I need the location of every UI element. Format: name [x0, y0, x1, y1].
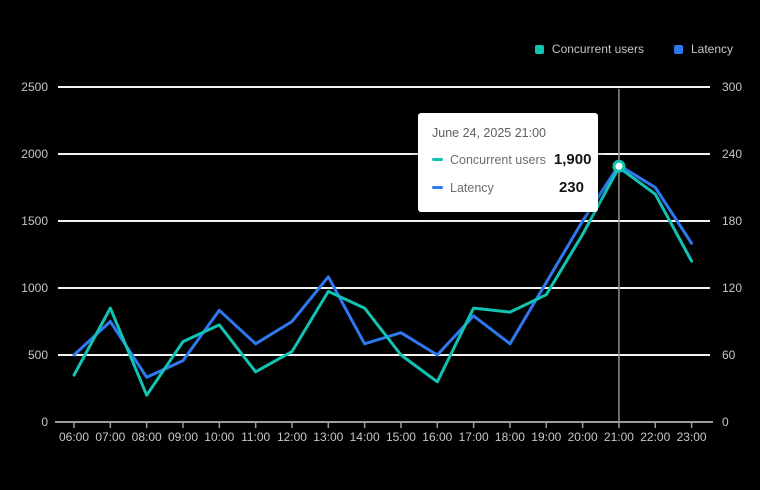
series-line-concurrent-users[interactable] — [72, 165, 694, 397]
x-axis-tick-label: 13:00 — [313, 430, 343, 444]
concurrent-users-dash-icon — [432, 158, 443, 161]
x-axis-tick-label: 12:00 — [277, 430, 307, 444]
tooltip-series-value: 230 — [558, 179, 584, 196]
series-line-latency[interactable] — [72, 163, 694, 379]
highlight-point-marker[interactable] — [612, 159, 626, 173]
y-axis-left-tick-label: 0 — [41, 415, 48, 429]
x-axis-tick-label: 18:00 — [495, 430, 525, 444]
y-axis-left-tick-label: 500 — [28, 348, 48, 362]
x-axis-tick-label: 15:00 — [386, 430, 416, 444]
legend: Concurrent users Latency — [534, 42, 733, 56]
x-axis-tick-label: 21:00 — [604, 430, 634, 444]
latency-swatch-icon — [673, 44, 683, 54]
x-axis-tick-label: 16:00 — [422, 430, 452, 444]
x-axis-tick-label: 17:00 — [459, 430, 489, 444]
tooltip-series-label: Concurrent users — [450, 152, 546, 167]
x-axis-tick-label: 23:00 — [677, 430, 707, 444]
x-axis-tick-label: 10:00 — [204, 430, 234, 444]
legend-item-concurrent-users[interactable]: Concurrent users — [534, 42, 644, 56]
y-axis-right-tick-label: 0 — [722, 415, 729, 429]
legend-item-label: Concurrent users — [551, 42, 644, 56]
tooltip-series-value: 1,900 — [553, 151, 592, 168]
y-axis-right-tick-label: 240 — [722, 147, 742, 161]
x-axis-tick-label: 08:00 — [132, 430, 162, 444]
y-axis-right-tick-label: 60 — [722, 348, 736, 362]
concurrent-users-swatch-icon — [534, 44, 544, 54]
y-axis-left-tick-label: 2000 — [21, 147, 48, 161]
latency-dash-icon — [432, 186, 443, 189]
x-axis-tick-label: 22:00 — [640, 430, 670, 444]
x-axis-tick-label: 14:00 — [350, 430, 380, 444]
y-axis-left-tick-label: 1500 — [21, 214, 48, 228]
y-axis-left-tick-label: 1000 — [21, 281, 48, 295]
chart-tooltip: June 24, 2025 21:00 Concurrent users 1,9… — [418, 113, 598, 212]
tooltip-row-latency: Latency 230 — [432, 179, 584, 196]
x-axis-tick-label: 09:00 — [168, 430, 198, 444]
legend-item-label: Latency — [690, 42, 733, 56]
legend-item-latency[interactable]: Latency — [673, 42, 733, 56]
x-axis-tick-label: 20:00 — [568, 430, 598, 444]
x-axis-tick-label: 19:00 — [531, 430, 561, 444]
y-axis-left-tick-label: 2500 — [21, 80, 48, 94]
tooltip-date-title: June 24, 2025 21:00 — [432, 126, 546, 140]
tooltip-row-concurrent-users: Concurrent users 1,900 — [432, 151, 591, 168]
tooltip-series-label: Latency — [450, 180, 494, 195]
x-axis-tick-label: 07:00 — [95, 430, 125, 444]
y-axis-right-tick-label: 120 — [722, 281, 742, 295]
y-axis-right-tick-label: 180 — [722, 214, 742, 228]
x-axis-tick-label: 11:00 — [241, 430, 270, 444]
x-axis-tick-label: 06:00 — [59, 430, 89, 444]
y-axis-right-tick-label: 300 — [722, 80, 742, 94]
